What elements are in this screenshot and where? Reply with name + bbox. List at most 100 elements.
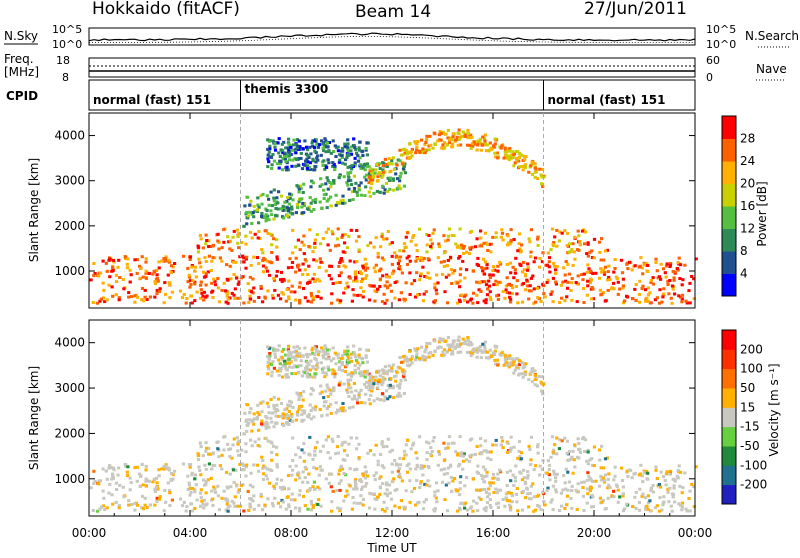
power-cell xyxy=(578,240,582,243)
power-cell xyxy=(460,293,464,297)
power-cell xyxy=(199,280,203,284)
power-ytick-tick-label: 4000 xyxy=(54,129,85,143)
power-cell xyxy=(335,281,339,285)
velocity-cell xyxy=(284,353,288,357)
power-cell xyxy=(517,159,521,163)
velocity-cell xyxy=(373,497,377,501)
power-cell xyxy=(186,266,190,270)
power-cell xyxy=(127,295,131,299)
power-cell xyxy=(245,216,249,220)
velocity-cell xyxy=(260,419,264,423)
power-cell xyxy=(459,246,463,250)
power-cell xyxy=(325,141,330,145)
velocity-cell xyxy=(570,506,574,510)
velocity-cell xyxy=(388,395,392,399)
velocity-cell xyxy=(445,471,449,475)
velocity-cell xyxy=(104,469,108,473)
velocity-cell xyxy=(380,442,384,446)
power-cell xyxy=(456,281,460,285)
power-cell xyxy=(343,142,347,146)
velocity-cell xyxy=(205,446,209,450)
velocity-cell xyxy=(279,486,283,489)
power-cell xyxy=(298,184,302,188)
velocity-cell xyxy=(321,444,325,448)
power-cell xyxy=(270,213,274,217)
velocity-cell xyxy=(450,441,454,445)
velocity-cell xyxy=(275,445,279,449)
velocity-cell xyxy=(458,462,462,466)
velocity-cell xyxy=(270,420,274,424)
velocity-cell xyxy=(473,452,478,456)
power-cell xyxy=(486,249,490,252)
power-cell xyxy=(443,146,447,150)
velocity-cell xyxy=(387,483,392,487)
velocity-cell xyxy=(287,505,291,509)
power-cell xyxy=(468,246,472,250)
power-cell xyxy=(295,158,299,161)
power-cell xyxy=(107,283,111,287)
velocity-cell xyxy=(541,392,545,396)
velocity-cell xyxy=(342,499,346,503)
power-cell xyxy=(268,144,272,148)
velocity-cell xyxy=(287,358,291,361)
power-cell xyxy=(279,270,284,274)
power-cell xyxy=(571,263,575,267)
velocity-cell xyxy=(493,344,497,348)
velocity-cell xyxy=(246,490,250,493)
power-cell xyxy=(504,288,508,292)
power-cell xyxy=(300,240,304,244)
velocity-cell xyxy=(300,374,305,378)
power-cell xyxy=(576,229,580,233)
power-cell xyxy=(512,153,516,157)
power-cell xyxy=(607,275,611,279)
velocity-cell xyxy=(506,441,510,445)
velocity-cell xyxy=(248,483,252,487)
velocity-colorbar-tick-label: -100 xyxy=(740,458,767,472)
velocity-cell xyxy=(296,351,300,355)
power-cell xyxy=(289,193,293,197)
power-cell xyxy=(288,144,292,148)
velocity-cell xyxy=(257,469,261,473)
velocity-cell xyxy=(533,369,537,373)
power-cell xyxy=(204,283,208,287)
power-cell xyxy=(268,260,272,264)
power-cell xyxy=(276,141,280,145)
power-cell xyxy=(599,270,604,274)
power-cell xyxy=(504,284,508,288)
velocity-cell xyxy=(279,478,284,482)
power-cell xyxy=(373,299,377,303)
velocity-cell xyxy=(418,486,422,489)
power-cell xyxy=(476,139,480,143)
velocity-cell xyxy=(327,348,331,352)
velocity-cell xyxy=(435,500,439,504)
velocity-cell xyxy=(314,367,318,371)
velocity-cell xyxy=(394,379,398,383)
power-cell xyxy=(503,296,507,300)
power-cell xyxy=(494,231,498,235)
velocity-cell xyxy=(436,346,440,350)
power-cell xyxy=(510,292,514,296)
velocity-cell xyxy=(423,355,427,359)
velocity-cell xyxy=(261,478,266,481)
velocity-cell xyxy=(475,355,479,359)
power-cell xyxy=(516,249,520,253)
power-cell xyxy=(485,143,489,147)
velocity-cell xyxy=(603,478,607,482)
velocity-cell xyxy=(281,500,285,504)
power-cell xyxy=(442,251,446,255)
power-cell xyxy=(230,248,234,252)
velocity-cell xyxy=(585,459,589,463)
velocity-cell xyxy=(443,353,447,357)
power-cell xyxy=(270,243,274,247)
velocity-cell xyxy=(494,487,498,491)
power-cell xyxy=(420,138,424,142)
velocity-cell xyxy=(294,418,298,422)
power-cell xyxy=(265,194,269,198)
power-cell xyxy=(553,264,557,268)
power-cell xyxy=(421,258,425,262)
power-cell xyxy=(357,186,361,190)
power-cell xyxy=(509,271,513,275)
power-cell xyxy=(99,297,103,301)
power-ylabel: Slant Range [km] xyxy=(27,158,41,262)
